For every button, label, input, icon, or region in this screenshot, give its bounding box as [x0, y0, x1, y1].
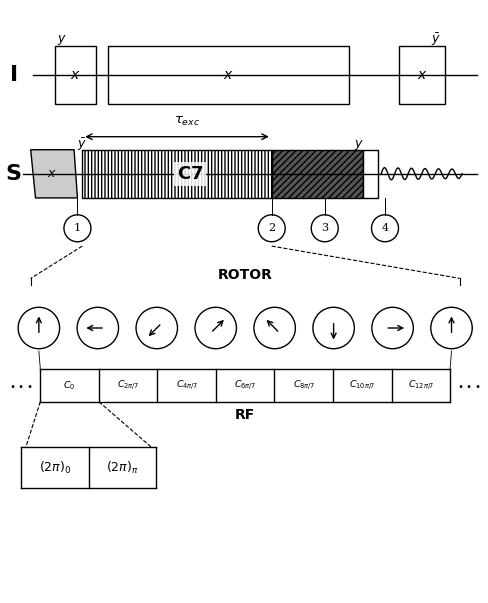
- Text: $\mathbf{C7}$: $\mathbf{C7}$: [176, 165, 203, 183]
- Text: $C_{8\pi/7}$: $C_{8\pi/7}$: [292, 379, 314, 392]
- Circle shape: [310, 215, 338, 242]
- Circle shape: [18, 308, 60, 349]
- Text: $\bar{y}$: $\bar{y}$: [77, 137, 87, 153]
- Text: $C_{6\pi/7}$: $C_{6\pi/7}$: [234, 379, 256, 392]
- Circle shape: [312, 308, 354, 349]
- Circle shape: [77, 308, 118, 349]
- Text: $\bullet\bullet\bullet$: $\bullet\bullet\bullet$: [9, 380, 33, 390]
- Text: $\mathbf{I}$: $\mathbf{I}$: [9, 64, 17, 86]
- Text: $C_{12\pi/7}$: $C_{12\pi/7}$: [407, 379, 433, 392]
- Text: 1: 1: [74, 223, 81, 233]
- Text: $y$: $y$: [353, 138, 363, 152]
- Circle shape: [371, 215, 398, 242]
- Text: RF: RF: [235, 408, 255, 421]
- Text: $(2\pi)_0$: $(2\pi)_0$: [39, 459, 71, 476]
- Text: $\tau_{exc}$: $\tau_{exc}$: [173, 115, 199, 128]
- Text: 3: 3: [321, 223, 327, 233]
- Text: $\bullet\bullet\bullet$: $\bullet\bullet\bullet$: [456, 380, 481, 390]
- Text: $C_{2\pi/7}$: $C_{2\pi/7}$: [117, 379, 139, 392]
- Text: 2: 2: [267, 223, 275, 233]
- Polygon shape: [55, 46, 96, 104]
- Text: 4: 4: [381, 223, 388, 233]
- Text: $(2\pi)_\pi$: $(2\pi)_\pi$: [106, 459, 139, 476]
- Text: $x$: $x$: [70, 68, 80, 82]
- Circle shape: [253, 308, 295, 349]
- Text: $x$: $x$: [416, 68, 427, 82]
- Circle shape: [430, 308, 471, 349]
- Polygon shape: [82, 150, 271, 198]
- Text: ROTOR: ROTOR: [217, 268, 272, 282]
- Text: $C_{4\pi/7}$: $C_{4\pi/7}$: [175, 379, 197, 392]
- Polygon shape: [271, 150, 363, 198]
- Polygon shape: [399, 46, 445, 104]
- Polygon shape: [363, 150, 377, 198]
- Text: $\mathbf{S}$: $\mathbf{S}$: [4, 163, 21, 185]
- Text: $\bar{y}$: $\bar{y}$: [430, 31, 440, 48]
- Polygon shape: [31, 150, 77, 198]
- Circle shape: [258, 215, 285, 242]
- Circle shape: [136, 308, 177, 349]
- Text: $x$: $x$: [223, 68, 233, 82]
- Polygon shape: [107, 46, 348, 104]
- Circle shape: [371, 308, 412, 349]
- Text: $x$: $x$: [47, 167, 57, 180]
- Text: $C_{10\pi/7}$: $C_{10\pi/7}$: [348, 379, 375, 392]
- Text: $y$: $y$: [57, 33, 67, 47]
- Circle shape: [64, 215, 91, 242]
- Text: $C_0$: $C_0$: [63, 379, 76, 391]
- Circle shape: [195, 308, 236, 349]
